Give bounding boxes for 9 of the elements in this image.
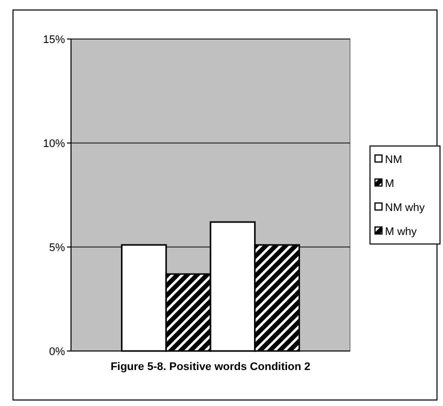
legend-label: M bbox=[385, 178, 394, 190]
y-tick-label: 5% bbox=[49, 242, 66, 254]
y-tick-label: 15% bbox=[42, 34, 66, 46]
legend-label: NM why bbox=[385, 202, 426, 214]
y-tick-label: 0% bbox=[49, 346, 66, 358]
text: Figure 5-8. Positive words Condition 2 bbox=[110, 361, 310, 373]
y-tick-label: 10% bbox=[42, 138, 66, 150]
legend-label: M why bbox=[385, 226, 418, 238]
legend-label: NM bbox=[385, 154, 402, 166]
